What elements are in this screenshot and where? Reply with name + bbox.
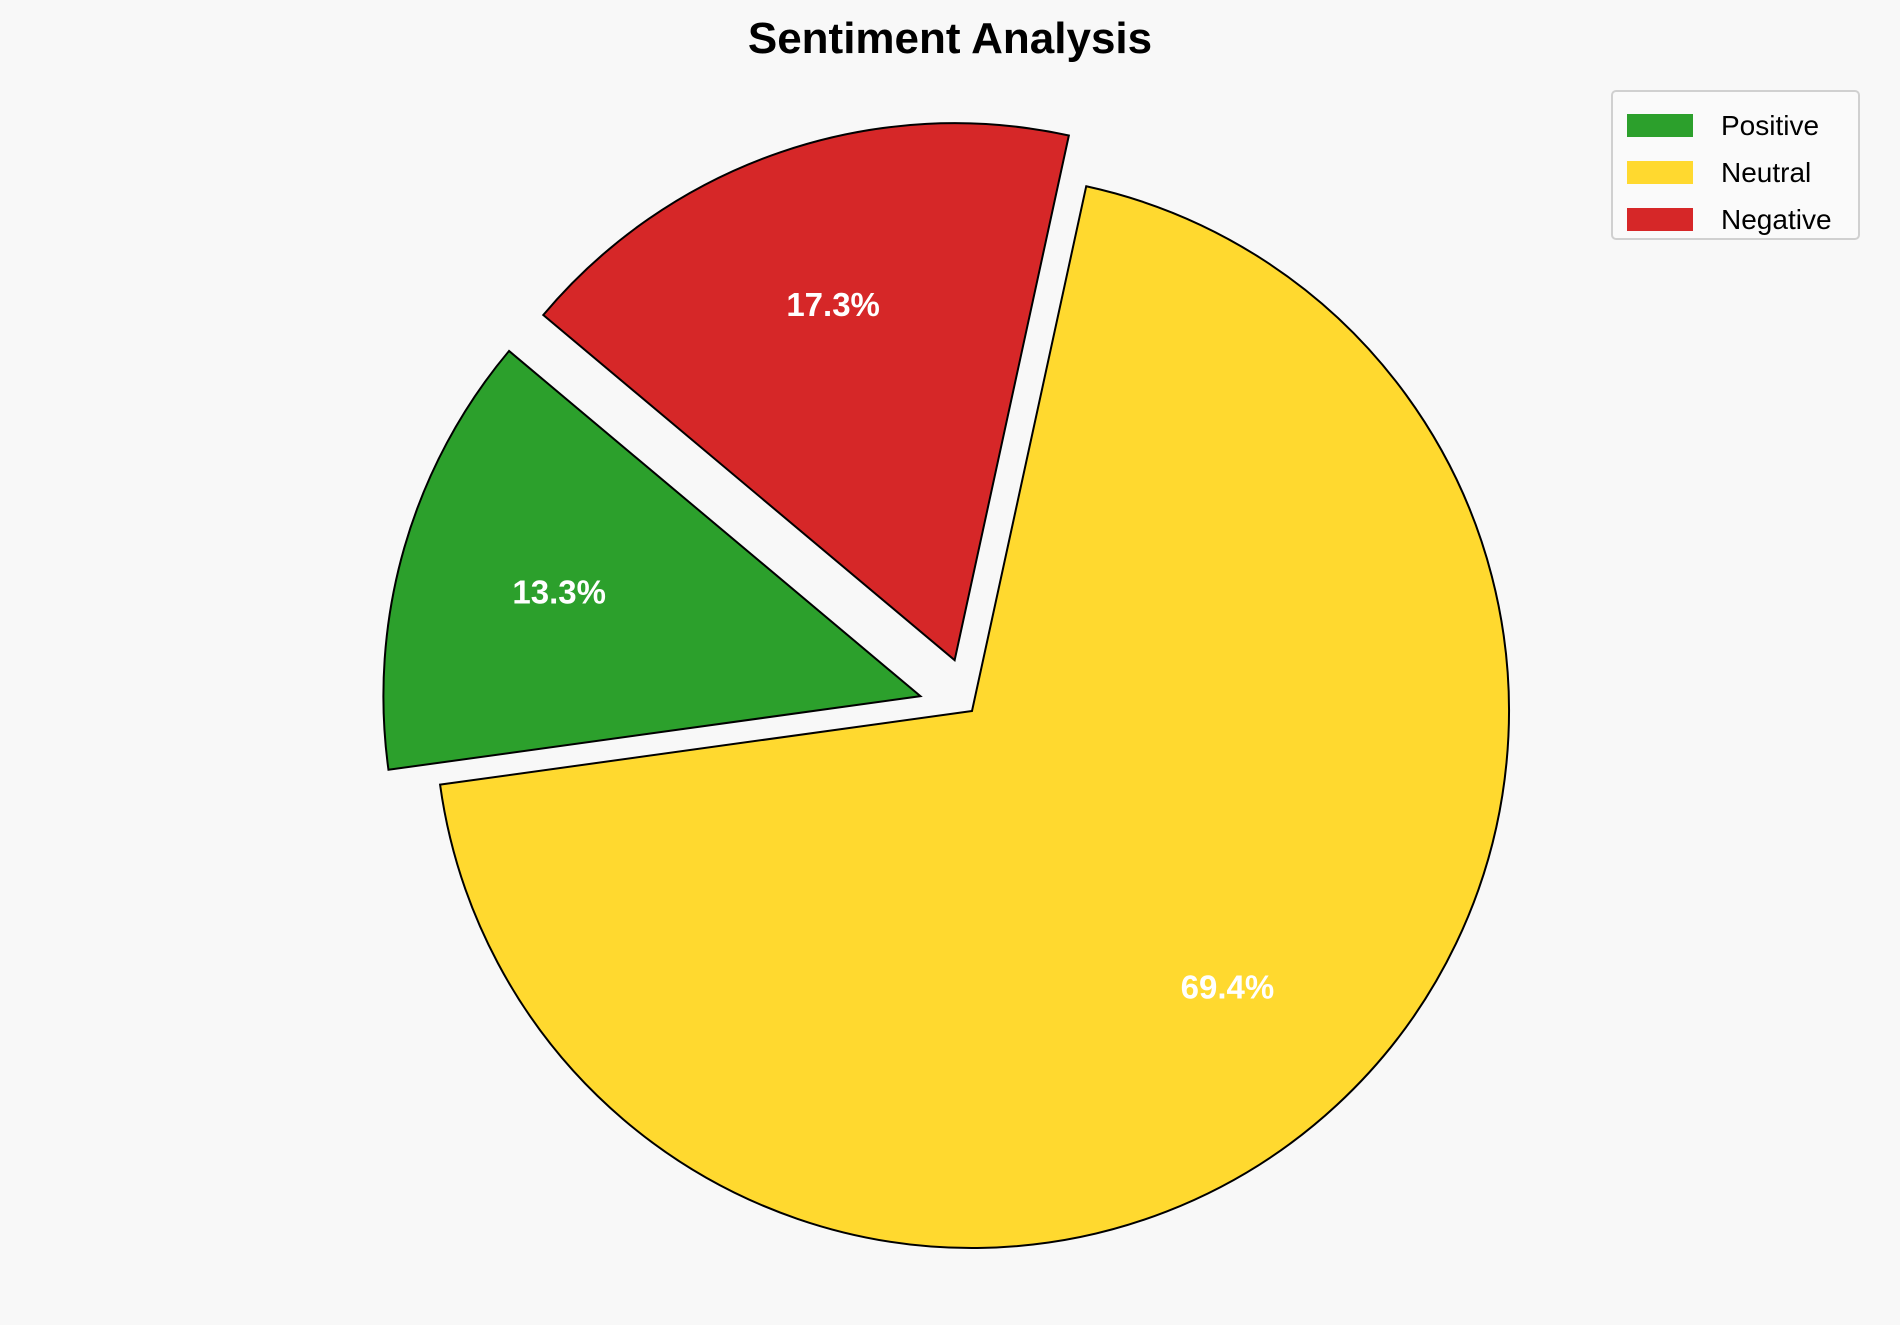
legend: Positive Neutral Negative bbox=[1611, 90, 1860, 240]
legend-item-positive: Positive bbox=[1627, 102, 1858, 149]
legend-swatch bbox=[1627, 114, 1693, 137]
pie-label-positive: 13.3% bbox=[512, 574, 606, 611]
legend-label: Negative bbox=[1721, 203, 1832, 235]
pie-slice-neutral bbox=[438, 185, 1510, 1249]
legend-label: Positive bbox=[1721, 109, 1820, 141]
pie-slice-positive bbox=[382, 349, 923, 771]
pie-slice-negative bbox=[541, 122, 1071, 663]
pie-label-neutral: 69.4% bbox=[1181, 968, 1275, 1005]
legend-label: Neutral bbox=[1721, 156, 1812, 188]
legend-item-neutral: Neutral bbox=[1627, 149, 1858, 196]
legend-swatch bbox=[1627, 208, 1693, 231]
chart-title: Sentiment Analysis bbox=[747, 14, 1153, 63]
pie-label-negative: 17.3% bbox=[786, 286, 880, 323]
legend-swatch bbox=[1627, 161, 1693, 184]
legend-item-negative: Negative bbox=[1627, 196, 1858, 243]
